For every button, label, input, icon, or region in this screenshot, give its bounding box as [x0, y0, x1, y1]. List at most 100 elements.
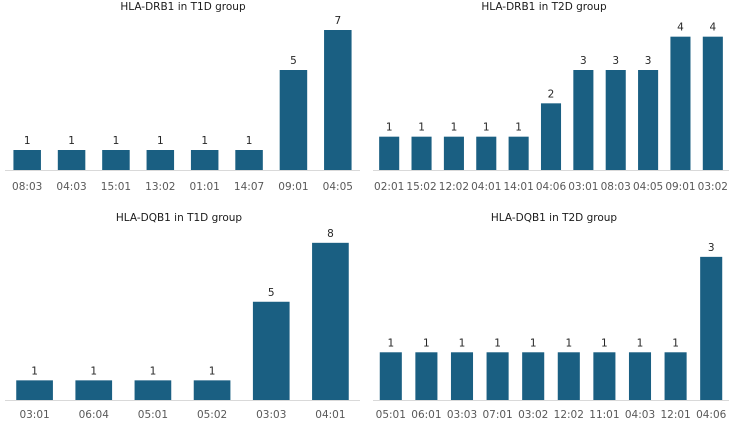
bar-03-03 — [252, 301, 290, 400]
chart-title: HLA-DQB1 in T2D group — [491, 212, 618, 224]
bar-12-02 — [557, 352, 580, 400]
bar-09-01 — [279, 70, 308, 170]
data-label: 5 — [290, 55, 297, 67]
data-label: 7 — [334, 15, 341, 27]
x-tick-label: 05:02 — [197, 409, 227, 421]
data-label: 1 — [565, 337, 572, 349]
x-tick-label: 09:01 — [278, 181, 308, 193]
bar-06-04 — [75, 380, 113, 400]
panel-drb1-t2d: HLA-DRB1 in T2D group 1 02:01 1 15:02 1 12:02… — [373, 1, 729, 193]
bar-04-03 — [628, 352, 652, 400]
x-tick-label: 05:01 — [138, 409, 168, 421]
data-label: 3 — [612, 55, 619, 67]
x-tick-label: 12:01 — [660, 409, 690, 421]
bar-05-01 — [379, 352, 402, 400]
bar-03-02 — [522, 352, 545, 400]
bar-07-01 — [486, 352, 509, 400]
x-tick-label: 06:01 — [411, 409, 441, 421]
x-tick-label: 13:02 — [145, 181, 175, 193]
bar-08-03 — [605, 70, 626, 170]
data-label: 1 — [530, 337, 537, 349]
panel-dqb1-t1d: HLA-DQB1 in T1D group 1 03:01 1 06:04 1 05:01… — [5, 212, 360, 421]
data-label: 1 — [31, 365, 38, 377]
chart-title: HLA-DRB1 in T2D group — [481, 1, 607, 13]
x-tick-label: 03:03 — [447, 409, 477, 421]
bar-04-06 — [540, 103, 562, 170]
bar-01-01 — [190, 150, 219, 170]
x-tick-label: 08:03 — [601, 181, 631, 193]
x-tick-label: 04:03 — [56, 181, 86, 193]
data-label: 1 — [150, 365, 157, 377]
data-label: 2 — [548, 88, 555, 100]
data-label: 1 — [113, 135, 120, 147]
x-tick-label: 12:02 — [439, 181, 469, 193]
x-tick-label: 12:02 — [554, 409, 584, 421]
data-label: 1 — [246, 135, 253, 147]
x-tick-label: 04:03 — [625, 409, 655, 421]
data-label: 1 — [672, 337, 679, 349]
bar-04-06 — [700, 256, 723, 400]
data-label: 3 — [645, 55, 652, 67]
panel-dqb1-t2d: HLA-DQB1 in T2D group 1 05:01 1 06:01 1 03:03… — [373, 212, 729, 421]
data-label: 1 — [494, 337, 501, 349]
bar-04-01 — [312, 242, 349, 400]
x-tick-label: 03:01 — [19, 409, 49, 421]
x-tick-label: 07:01 — [482, 409, 512, 421]
bar-06-01 — [415, 352, 438, 400]
x-tick-label: 04:01 — [315, 409, 345, 421]
data-label: 1 — [483, 122, 490, 134]
x-tick-label: 02:01 — [374, 181, 404, 193]
bar-04-05 — [638, 70, 659, 170]
x-tick-label: 03:02 — [518, 409, 548, 421]
bar-02-01 — [379, 136, 400, 170]
data-label: 1 — [68, 135, 75, 147]
x-tick-label: 04:06 — [696, 409, 727, 421]
data-label: 1 — [387, 337, 394, 349]
x-tick-label: 04:01 — [471, 181, 501, 193]
bar-04-05 — [324, 30, 352, 170]
x-tick-label: 09:01 — [665, 181, 695, 193]
data-label: 1 — [157, 135, 164, 147]
x-tick-label: 06:04 — [79, 409, 110, 421]
data-label: 3 — [708, 242, 715, 254]
bar-12-01 — [664, 352, 687, 400]
data-label: 1 — [451, 122, 458, 134]
data-label: 1 — [515, 122, 522, 134]
x-tick-label: 03:03 — [256, 409, 286, 421]
bar-15-02 — [411, 136, 432, 170]
bar-13-02 — [146, 150, 175, 170]
x-tick-label: 04:05 — [633, 181, 663, 193]
x-tick-label: 15:01 — [101, 181, 131, 193]
bar-14-01 — [508, 136, 529, 170]
data-label: 3 — [580, 55, 587, 67]
bar-03-02 — [702, 36, 723, 170]
bar-03-03 — [450, 352, 474, 400]
data-label: 4 — [677, 22, 684, 34]
x-tick-label: 14:07 — [234, 181, 264, 193]
bar-05-01 — [134, 380, 172, 400]
data-label: 1 — [90, 365, 97, 377]
data-label: 1 — [386, 122, 393, 134]
data-label: 1 — [418, 122, 425, 134]
bar-05-02 — [193, 380, 231, 400]
chart-title: HLA-DRB1 in T1D group — [120, 1, 246, 13]
x-tick-label: 05:01 — [376, 409, 406, 421]
x-tick-label: 08:03 — [12, 181, 42, 193]
data-label: 1 — [601, 337, 608, 349]
panel-drb1-t1d: HLA-DRB1 in T1D group 1 08:03 1 04:03 1 15:01… — [5, 1, 360, 193]
x-tick-label: 03:01 — [568, 181, 598, 193]
bar-03-01 — [16, 380, 53, 400]
bar-15-01 — [102, 150, 130, 170]
bar-03-01 — [573, 70, 594, 170]
bar-04-01 — [476, 136, 497, 170]
bar-12-02 — [443, 136, 464, 170]
x-tick-label: 04:05 — [323, 181, 353, 193]
data-label: 1 — [201, 135, 208, 147]
x-tick-label: 01:01 — [190, 181, 220, 193]
x-tick-label: 11:01 — [589, 409, 619, 421]
x-tick-label: 15:02 — [406, 181, 436, 193]
x-tick-label: 04:06 — [536, 181, 567, 193]
x-tick-label: 14:01 — [504, 181, 534, 193]
